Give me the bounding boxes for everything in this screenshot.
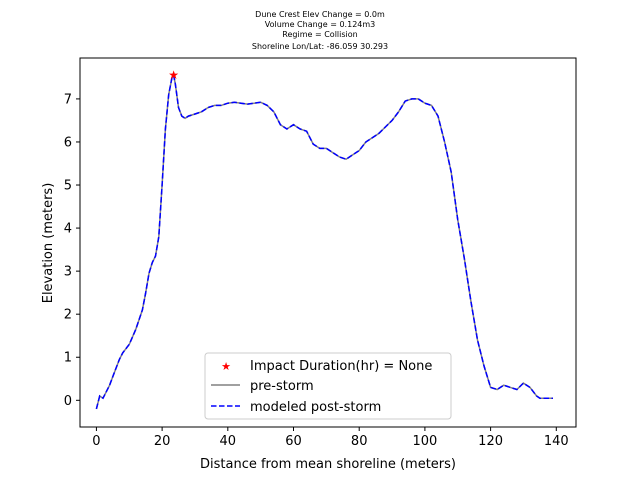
- y-tick-label: 5: [64, 179, 72, 194]
- x-tick-label: 80: [351, 434, 368, 449]
- title-line-shoreline-coords: Shoreline Lon/Lat: -86.059 30.293: [252, 42, 388, 51]
- x-tick-label: 20: [154, 434, 171, 449]
- chart-title: Dune Crest Elev Change = 0.0m Volume Cha…: [252, 10, 388, 51]
- impact-point-star: ★: [168, 68, 179, 82]
- y-tick-label: 4: [64, 222, 72, 237]
- legend-pre-storm-label: pre-storm: [250, 379, 314, 394]
- legend-impact-star-icon: ★: [221, 360, 231, 373]
- y-tick-label: 7: [64, 92, 72, 107]
- series-group: ★: [95, 68, 553, 410]
- x-tick-label: 0: [92, 434, 100, 449]
- title-line-crest-change: Dune Crest Elev Change = 0.0m: [255, 10, 385, 19]
- x-axis: 0 20 40 60 80 100 120 140: [92, 427, 569, 449]
- title-line-volume-change: Volume Change = 0.124m3: [265, 20, 376, 29]
- legend-impact-label: Impact Duration(hr) = None: [250, 359, 432, 374]
- x-tick-label: 100: [412, 434, 437, 449]
- y-tick-label: 2: [64, 308, 72, 323]
- legend-box: [204, 352, 452, 420]
- y-axis: 0 1 2 3 4 5 6 7: [64, 92, 80, 409]
- y-axis-label: Elevation (meters): [41, 183, 56, 304]
- legend: ★ Impact Duration(hr) = None pre-storm m…: [204, 352, 452, 420]
- x-tick-label: 140: [544, 434, 569, 449]
- x-axis-label: Distance from mean shoreline (meters): [200, 457, 456, 472]
- y-tick-label: 3: [64, 265, 72, 280]
- y-tick-label: 1: [64, 351, 72, 366]
- x-tick-label: 120: [478, 434, 503, 449]
- legend-post-storm-label: modeled post-storm: [250, 400, 381, 415]
- post-storm-series-line: [95, 73, 553, 410]
- plot-area: [79, 57, 577, 428]
- y-tick-label: 0: [64, 394, 72, 409]
- x-tick-label: 60: [285, 434, 302, 449]
- y-tick-label: 6: [64, 135, 72, 150]
- title-line-regime: Regime = Collision: [282, 30, 357, 39]
- x-tick-label: 40: [220, 434, 237, 449]
